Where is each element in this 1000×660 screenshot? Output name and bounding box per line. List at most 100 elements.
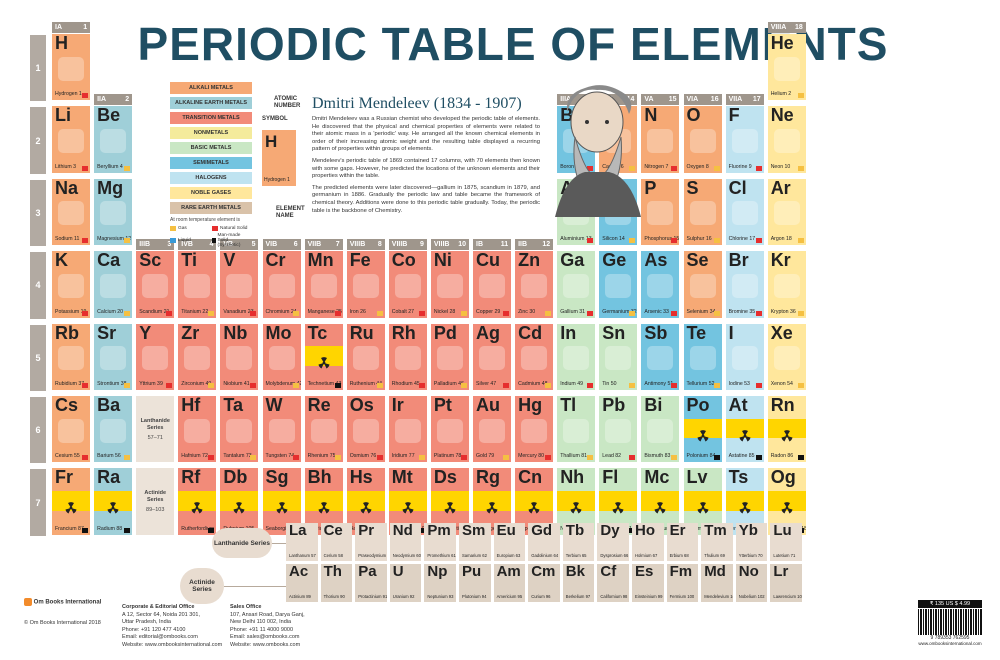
element-cell-f[interactable]: F Fluorine 9 — [725, 106, 764, 173]
element-cell-pa[interactable]: Pa Protactinium 91 — [355, 564, 387, 602]
element-cell-pt[interactable]: Pt Platinum 78 — [430, 396, 469, 463]
element-cell-ga[interactable]: Ga Gallium 31 — [557, 251, 596, 318]
element-cell-md[interactable]: Md Mendelevium 101 — [701, 564, 733, 602]
element-cell-pd[interactable]: Pd Palladium 46 — [430, 323, 469, 390]
element-cell-lr[interactable]: Lr Lawrencium 103 — [770, 564, 802, 602]
element-cell-ho[interactable]: Ho Holmium 67 — [632, 523, 664, 561]
element-cell-th[interactable]: Th Thorium 90 — [320, 564, 353, 602]
element-cell-li[interactable]: Li Lithium 3 — [52, 106, 91, 173]
element-cell-te[interactable]: Te Tellurium 52 — [683, 323, 722, 390]
element-cell-ar[interactable]: Ar Argon 18 — [767, 178, 806, 246]
element-cell-tl[interactable]: Tl Thallium 81 — [557, 396, 596, 463]
element-cell-np[interactable]: Np Neptunium 93 — [424, 564, 456, 602]
element-cell-bk[interactable]: Bk Berkelium 97 — [562, 564, 595, 602]
element-cell-tc[interactable]: Tc Technetium 43 — [304, 323, 343, 390]
element-cell-cr[interactable]: Cr Chromium 24 — [262, 251, 301, 318]
element-cell-cm[interactable]: Cm Curium 96 — [528, 564, 560, 602]
element-cell-as[interactable]: As Arsenic 33 — [641, 251, 680, 318]
element-cell-w[interactable]: W Tungsten 74 — [262, 396, 301, 463]
element-cell-zr[interactable]: Zr Zirconium 40 — [178, 323, 217, 390]
element-cell-n[interactable]: N Nitrogen 7 — [641, 106, 680, 173]
element-cell-er[interactable]: Er Erbium 68 — [666, 523, 699, 561]
element-cell-in[interactable]: In Indium 49 — [557, 323, 596, 390]
element-cell-na[interactable]: Na Sodium 11 — [52, 178, 91, 246]
element-cell-nd[interactable]: Nd Neodymium 60 — [389, 523, 422, 561]
element-cell-o[interactable]: O Oxygen 8 — [683, 106, 722, 173]
element-cell-y[interactable]: Y Yttrium 39 — [136, 323, 175, 390]
element-cell-v[interactable]: V Vanadium 23 — [220, 251, 259, 318]
element-cell-at[interactable]: At Astatine 85 — [725, 396, 764, 463]
element-cell-po[interactable]: Po Polonium 84 — [683, 396, 722, 463]
element-cell-fr[interactable]: Fr Francium 87 — [52, 468, 91, 535]
element-cell-ni[interactable]: Ni Nickel 28 — [430, 251, 469, 318]
element-cell-cs[interactable]: Cs Cesium 55 — [52, 396, 91, 463]
element-cell-cl[interactable]: Cl Chlorine 17 — [725, 178, 764, 246]
element-cell-tb[interactable]: Tb Terbium 65 — [562, 523, 595, 561]
element-cell-co[interactable]: Co Cobalt 27 — [388, 251, 427, 318]
element-cell-bi[interactable]: Bi Bismuth 83 — [641, 396, 680, 463]
element-cell-ca[interactable]: Ca Calcium 20 — [94, 251, 133, 318]
element-cell-os[interactable]: Os Osmium 76 — [346, 396, 385, 463]
element-cell-rh[interactable]: Rh Rhodium 45 — [388, 323, 427, 390]
element-cell-tm[interactable]: Tm Thulium 69 — [701, 523, 733, 561]
element-cell-hg[interactable]: Hg Mercury 80 — [515, 396, 554, 463]
element-cell-ag[interactable]: Ag Silver 47 — [473, 323, 512, 390]
element-cell-s[interactable]: S Sulphur 16 — [683, 178, 722, 246]
element-cell-ge[interactable]: Ge Germanium 32 — [599, 251, 638, 318]
element-cell-mg[interactable]: Mg Magnesium 12 — [94, 178, 133, 246]
element-cell-ne[interactable]: Ne Neon 10 — [767, 106, 806, 173]
element-cell-ba[interactable]: Ba Barium 56 — [94, 396, 133, 463]
element-cell-pm[interactable]: Pm Promethium 61 — [424, 523, 456, 561]
element-cell-cu[interactable]: Cu Copper 29 — [473, 251, 512, 318]
element-cell-ce[interactable]: Ce Cerium 58 — [320, 523, 353, 561]
element-cell-sm[interactable]: Sm Samarium 62 — [459, 523, 491, 561]
element-cell-br[interactable]: Br Bromine 35 — [725, 251, 764, 318]
element-cell-no[interactable]: No Nobelium 102 — [735, 564, 768, 602]
element-cell-ir[interactable]: Ir Iridium 77 — [388, 396, 427, 463]
element-cell-zn[interactable]: Zn Zinc 30 — [515, 251, 554, 318]
element-cell-sr[interactable]: Sr Strontium 38 — [94, 323, 133, 390]
element-cell-es[interactable]: Es Einsteinium 99 — [632, 564, 664, 602]
element-cell-mo[interactable]: Mo Molybdenum 42 — [262, 323, 301, 390]
element-cell-ac[interactable]: Ac Actinium 89 — [286, 564, 318, 602]
element-cell-pb[interactable]: Pb Lead 82 — [599, 396, 638, 463]
element-cell-cd[interactable]: Cd Cadmium 48 — [515, 323, 554, 390]
element-cell-fm[interactable]: Fm Fermium 100 — [666, 564, 699, 602]
element-cell-fe[interactable]: Fe Iron 26 — [346, 251, 385, 318]
element-cell-ta[interactable]: Ta Tantalum 73 — [220, 396, 259, 463]
element-cell-rn[interactable]: Rn Radon 86 — [767, 396, 806, 463]
element-cell-se[interactable]: Se Selenium 34 — [683, 251, 722, 318]
element-cell-cf[interactable]: Cf Californium 98 — [597, 564, 629, 602]
element-cell-k[interactable]: K Potassium 19 — [52, 251, 91, 318]
element-cell-au[interactable]: Au Gold 79 — [473, 396, 512, 463]
element-cell-xe[interactable]: Xe Xenon 54 — [767, 323, 806, 390]
element-cell-i[interactable]: I Iodine 53 — [725, 323, 764, 390]
element-cell-gd[interactable]: Gd Gadolinium 64 — [528, 523, 560, 561]
element-cell-pr[interactable]: Pr Praseodymium 59 — [355, 523, 387, 561]
element-cell-re[interactable]: Re Rhenium 75 — [304, 396, 343, 463]
element-cell-be[interactable]: Be Beryllium 4 — [94, 106, 133, 173]
element-cell-p[interactable]: P Phosphorus 15 — [641, 178, 680, 246]
element-cell-ti[interactable]: Ti Titanium 22 — [178, 251, 217, 318]
element-cell-lu[interactable]: Lu Lutetium 71 — [770, 523, 802, 561]
element-cell-nb[interactable]: Nb Niobium 41 — [220, 323, 259, 390]
element-cell-am[interactable]: Am Americium 95 — [493, 564, 526, 602]
element-cell-ru[interactable]: Ru Ruthenium 44 — [346, 323, 385, 390]
element-cell-eu[interactable]: Eu Europium 63 — [493, 523, 526, 561]
element-cell-sc[interactable]: Sc Scandium 21 — [136, 251, 175, 318]
element-cell-kr[interactable]: Kr Krypton 36 — [767, 251, 806, 318]
element-cell-h[interactable]: H Hydrogen 1 — [52, 34, 91, 101]
element-cell-hf[interactable]: Hf Hafnium 72 — [178, 396, 217, 463]
element-cell-rb[interactable]: Rb Rubidium 37 — [52, 323, 91, 390]
element-cell-rf[interactable]: Rf Rutherfordium 104 — [178, 468, 217, 535]
element-cell-db[interactable]: DbDubnium 105 — [220, 468, 259, 535]
element-cell-pu[interactable]: Pu Plutonium 94 — [459, 564, 491, 602]
element-cell-la[interactable]: La Lanthanum 57 — [286, 523, 318, 561]
element-cell-dy[interactable]: Dy Dysprosium 66 — [597, 523, 629, 561]
element-cell-he[interactable]: He Helium 2 — [767, 34, 806, 101]
element-cell-mn[interactable]: Mn Manganese 25 — [304, 251, 343, 318]
element-cell-yb[interactable]: Yb Ytterbium 70 — [735, 523, 768, 561]
element-cell-u[interactable]: U Uranium 92 — [389, 564, 422, 602]
element-cell-ra[interactable]: Ra Radium 88 — [94, 468, 133, 535]
element-cell-sn[interactable]: Sn Tin 50 — [599, 323, 638, 390]
